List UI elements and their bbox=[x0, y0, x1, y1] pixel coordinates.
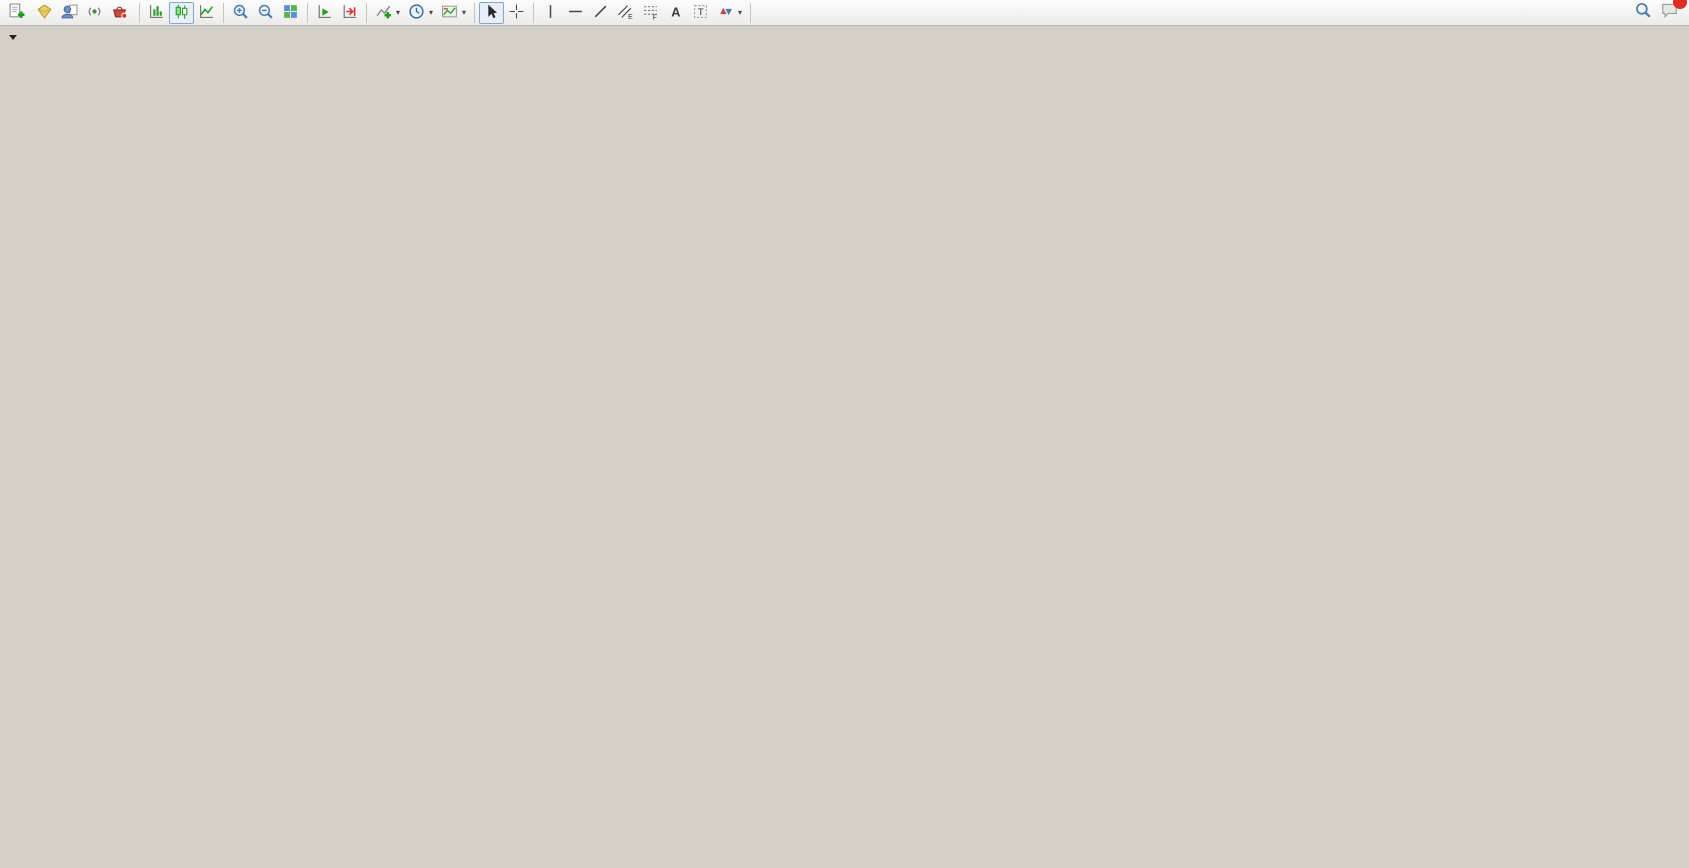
toolbar-separator bbox=[223, 2, 224, 23]
toolbar-separator bbox=[307, 2, 308, 23]
arrows-tool-button[interactable]: ▾ bbox=[713, 2, 746, 24]
zoom-out-button[interactable] bbox=[253, 2, 278, 24]
chart-title bbox=[9, 35, 17, 40]
vertical-line-icon bbox=[542, 3, 559, 23]
trendline-icon bbox=[592, 3, 609, 23]
horizontal-line-tool-button[interactable] bbox=[563, 2, 588, 24]
zoom-in-button[interactable] bbox=[228, 2, 253, 24]
toolbar-right bbox=[1634, 0, 1689, 24]
search-icon[interactable] bbox=[1634, 1, 1652, 24]
svg-text:E: E bbox=[628, 13, 633, 19]
templates-button[interactable]: ▾ bbox=[437, 2, 470, 24]
chart-canvas[interactable] bbox=[0, 26, 1689, 863]
notifications-button[interactable] bbox=[1660, 0, 1687, 24]
text-tool-button[interactable]: A bbox=[663, 2, 688, 24]
text-label-icon: T bbox=[692, 3, 709, 23]
template-icon bbox=[441, 3, 458, 23]
signal-icon bbox=[86, 3, 103, 23]
chart-window bbox=[0, 26, 1689, 863]
zoom-in-icon bbox=[232, 3, 249, 23]
text-icon: A bbox=[667, 3, 684, 23]
tile-windows-button[interactable] bbox=[278, 2, 303, 24]
chart-shift-button[interactable] bbox=[337, 2, 362, 24]
channel-icon: E bbox=[617, 3, 634, 23]
toolbar-separator bbox=[366, 2, 367, 23]
market-watch-button[interactable] bbox=[32, 2, 57, 24]
toolbar-separator bbox=[474, 2, 476, 23]
toolbar: ▾ ▾ ▾ E F A T ▾ bbox=[0, 0, 1689, 26]
auto-trading-button[interactable] bbox=[107, 2, 135, 24]
crosshair-icon bbox=[508, 3, 525, 23]
dropdown-caret-icon: ▾ bbox=[462, 8, 467, 17]
toolbar-separator bbox=[533, 2, 535, 23]
new-order-icon bbox=[8, 3, 25, 23]
svg-text:F: F bbox=[653, 14, 657, 20]
chart-shift-icon bbox=[341, 3, 358, 23]
toolbar-separator bbox=[750, 2, 752, 23]
auto-trading-icon bbox=[111, 3, 128, 23]
new-order-button[interactable] bbox=[4, 2, 32, 24]
fibonacci-icon: F bbox=[642, 3, 659, 23]
bar-chart-icon bbox=[148, 3, 165, 23]
svg-text:A: A bbox=[671, 4, 680, 19]
trendline-tool-button[interactable] bbox=[588, 2, 613, 24]
add-indicator-icon bbox=[375, 3, 392, 23]
signals-button[interactable] bbox=[82, 2, 107, 24]
vertical-line-tool-button[interactable] bbox=[538, 2, 563, 24]
dropdown-caret-icon: ▾ bbox=[396, 8, 401, 17]
equidistant-channel-tool-button[interactable]: E bbox=[613, 2, 638, 24]
line-chart-button[interactable] bbox=[194, 2, 219, 24]
cursor-tool-button[interactable] bbox=[479, 1, 505, 24]
auto-scroll-button[interactable] bbox=[312, 2, 337, 24]
crosshair-tool-button[interactable] bbox=[504, 2, 529, 24]
profile-icon bbox=[61, 3, 78, 23]
bar-chart-button[interactable] bbox=[144, 2, 169, 24]
svg-text:T: T bbox=[698, 7, 704, 18]
text-label-tool-button[interactable]: T bbox=[688, 2, 713, 24]
notification-badge bbox=[1673, 0, 1687, 9]
dropdown-caret-icon: ▾ bbox=[738, 8, 743, 17]
add-indicator-button[interactable]: ▾ bbox=[371, 2, 404, 24]
line-chart-icon bbox=[198, 3, 215, 23]
dropdown-caret-icon: ▾ bbox=[429, 8, 434, 17]
zoom-out-icon bbox=[257, 3, 274, 23]
tile-windows-icon bbox=[282, 3, 299, 23]
arrows-icon bbox=[717, 3, 734, 23]
chart-dropdown-icon[interactable] bbox=[9, 35, 17, 40]
candlestick-icon bbox=[173, 3, 190, 23]
clock-icon bbox=[408, 3, 425, 23]
toolbar-separator bbox=[139, 2, 140, 23]
cursor-icon bbox=[483, 3, 500, 23]
profiles-button[interactable] bbox=[57, 2, 82, 24]
fibonacci-tool-button[interactable]: F bbox=[638, 2, 663, 24]
periods-button[interactable]: ▾ bbox=[404, 2, 437, 24]
horizontal-line-icon bbox=[567, 3, 584, 23]
candlestick-chart-button[interactable] bbox=[169, 1, 194, 24]
auto-scroll-icon bbox=[316, 3, 333, 23]
gem-icon bbox=[36, 3, 53, 23]
